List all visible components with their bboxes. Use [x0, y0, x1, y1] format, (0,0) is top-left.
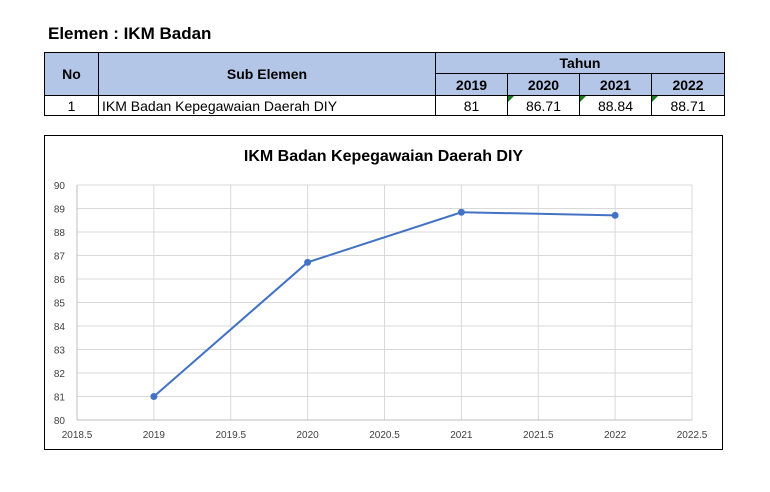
x-tick-label: 2022.5 — [677, 430, 708, 441]
y-tick-label: 85 — [54, 299, 66, 310]
x-tick-label: 2021.5 — [523, 430, 554, 441]
y-tick-label: 82 — [54, 369, 66, 380]
data-point — [150, 393, 158, 400]
cell-no: 1 — [44, 95, 99, 116]
y-tick-label: 87 — [54, 252, 66, 263]
header-year: 2020 — [507, 73, 580, 96]
x-tick-label: 2021 — [450, 430, 473, 441]
header-no: No — [44, 52, 99, 96]
x-tick-label: 2020.5 — [369, 430, 400, 441]
data-table: No Sub Elemen Tahun 2019 2020 2021 2022 … — [44, 52, 726, 116]
cell-value: 88.71 — [650, 95, 726, 116]
y-tick-label: 90 — [54, 181, 66, 192]
y-tick-label: 83 — [54, 346, 66, 357]
data-point — [304, 258, 312, 266]
y-tick-label: 80 — [54, 416, 66, 427]
y-tick-label: 88 — [54, 228, 66, 239]
cell-sub-elemen: IKM Badan Kepegawaian Daerah DIY — [98, 95, 436, 116]
chart-container: IKM Badan Kepegawaian Daerah DIY 2018.5 2… — [44, 135, 723, 450]
header-sub-elemen: Sub Elemen — [98, 52, 436, 96]
series-line — [153, 211, 616, 398]
cell-value: 81 — [435, 95, 508, 116]
cell-value: 86.71 — [507, 95, 580, 116]
x-tick-label: 2019.5 — [215, 430, 246, 441]
chart-plot: 2018.5 2019 2019.5 2020 2020.5 2021 2021.5 2022… — [54, 181, 708, 441]
x-tick-label: 2018.5 — [62, 430, 93, 441]
page-heading: Elemen : IKM Badan — [48, 24, 212, 43]
y-tick-label: 86 — [54, 275, 66, 286]
x-tick-label: 2022 — [604, 430, 627, 441]
y-tick-label: 89 — [54, 205, 66, 216]
header-tahun: Tahun — [434, 52, 726, 74]
y-tick-label: 84 — [54, 322, 66, 333]
data-point — [457, 208, 465, 216]
table-row: 1 IKM Badan Kepegawaian Daerah DIY 81 86… — [44, 95, 726, 116]
header-year: 2021 — [579, 73, 652, 96]
header-year: 2019 — [435, 73, 508, 96]
chart-title: IKM Badan Kepegawaian Daerah DIY — [243, 148, 524, 165]
header-year: 2022 — [650, 73, 726, 96]
x-tick-label: 2019 — [143, 430, 166, 441]
data-point — [611, 211, 619, 219]
y-tick-label: 81 — [54, 393, 66, 404]
x-tick-label: 2020 — [297, 430, 320, 441]
cell-value: 88.84 — [579, 95, 652, 116]
